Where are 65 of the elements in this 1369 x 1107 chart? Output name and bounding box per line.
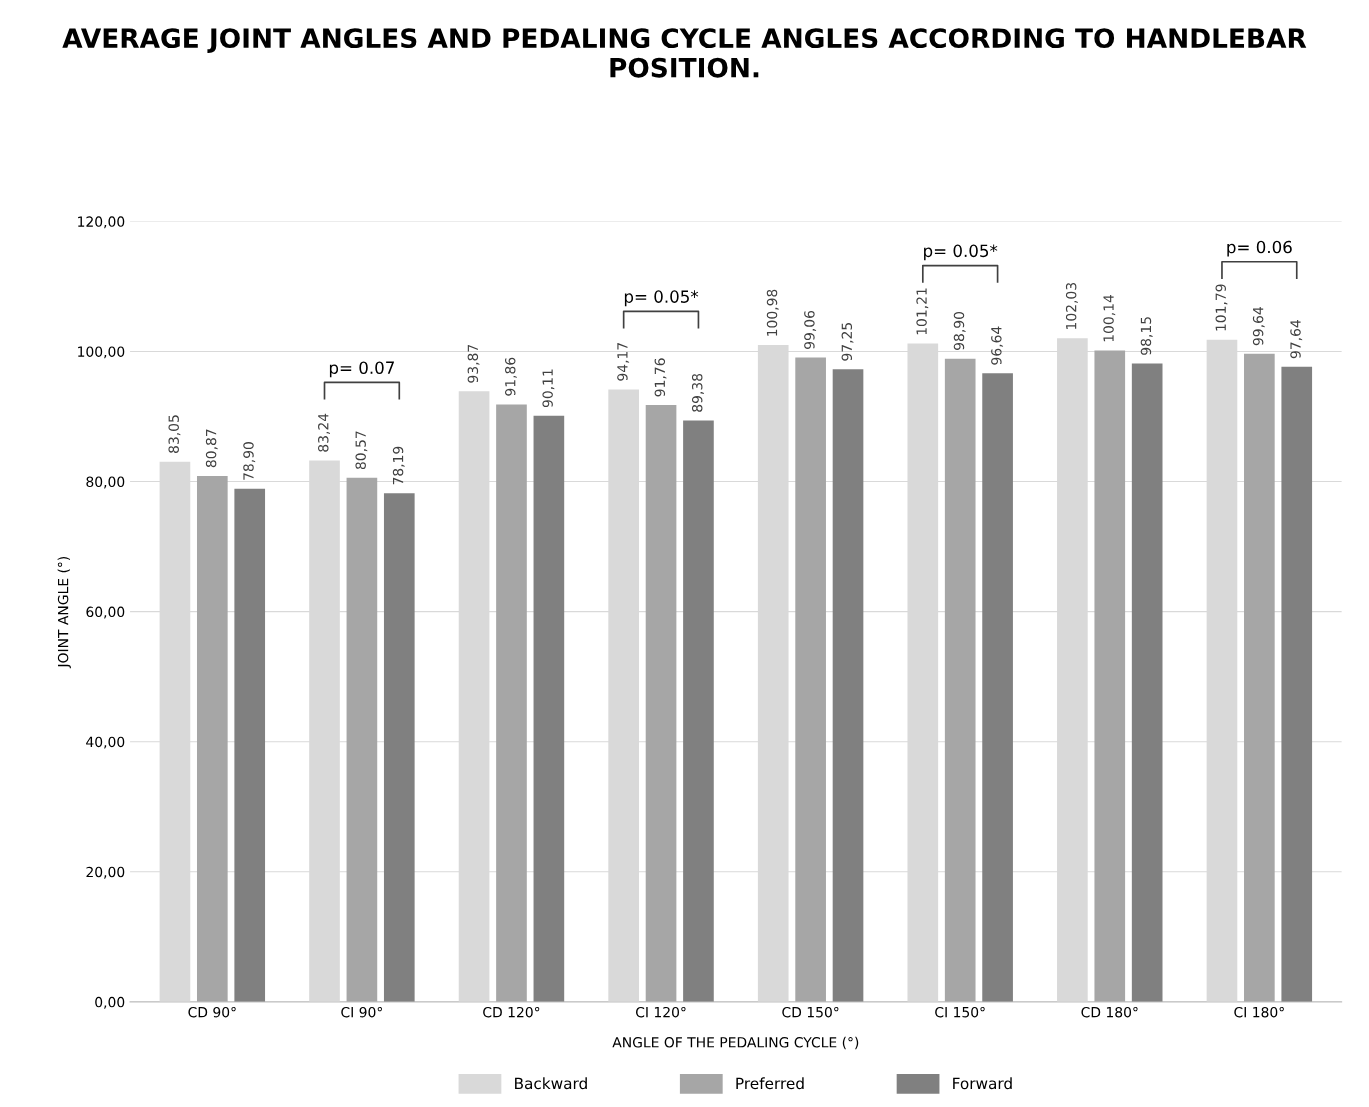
annotation: p= 0.07 bbox=[329, 361, 394, 378]
x-tick-label: CD 150° bbox=[782, 1006, 839, 1018]
data-label: 91,76 bbox=[654, 358, 667, 397]
bar bbox=[533, 415, 565, 1002]
bar bbox=[496, 404, 527, 1002]
data-label: 80,57 bbox=[355, 431, 368, 470]
bar bbox=[982, 373, 1013, 1002]
x-tick-label: CD 180° bbox=[1081, 1006, 1138, 1018]
data-label: 101,21 bbox=[916, 288, 929, 335]
y-tick-label: 20,00 bbox=[86, 866, 125, 879]
annotation: p= 0.05* bbox=[924, 244, 998, 261]
x-tick-label: CI 90° bbox=[341, 1006, 382, 1018]
data-label: 80,87 bbox=[205, 429, 218, 468]
data-label: 78,19 bbox=[392, 446, 405, 485]
bar bbox=[1244, 353, 1275, 1002]
chart-title: AVERAGE JOINT ANGLES AND PEDALING CYCLE ANGLES ACCORDING TO HANDLEBAR POSITION. bbox=[62, 28, 1307, 78]
x-tick-label: CI 120° bbox=[636, 1006, 686, 1018]
data-label: 98,15 bbox=[1140, 317, 1153, 355]
bar bbox=[1094, 350, 1126, 1002]
bar bbox=[795, 357, 826, 1002]
y-tick-label: 60,00 bbox=[86, 606, 125, 619]
bar bbox=[1281, 366, 1313, 1002]
legend-label: Backward bbox=[515, 1077, 587, 1090]
bar bbox=[196, 475, 228, 1002]
y-tick-label: 100,00 bbox=[78, 346, 125, 359]
legend-label: Preferred bbox=[736, 1077, 804, 1090]
x-tick-label: CD 120° bbox=[483, 1006, 540, 1018]
bar bbox=[683, 420, 714, 1002]
data-label: 99,64 bbox=[1252, 307, 1265, 346]
data-label: 102,03 bbox=[1065, 282, 1078, 329]
y-tick-label: 120,00 bbox=[78, 216, 125, 229]
x-tick-label: CI 150° bbox=[935, 1006, 985, 1018]
bar bbox=[346, 477, 378, 1002]
data-label: 94,17 bbox=[617, 343, 630, 381]
bar bbox=[944, 358, 976, 1002]
data-label: 100,98 bbox=[766, 289, 779, 336]
data-label: 83,24 bbox=[318, 413, 330, 452]
bar bbox=[1131, 363, 1163, 1002]
x-tick-label: CI 180° bbox=[1234, 1006, 1284, 1018]
y-tick-label: 0,00 bbox=[95, 996, 125, 1009]
data-label: 97,25 bbox=[841, 323, 854, 361]
data-label: 99,06 bbox=[804, 310, 817, 349]
bar bbox=[383, 493, 415, 1002]
bar bbox=[832, 369, 864, 1002]
data-label: 98,90 bbox=[953, 311, 966, 350]
bar bbox=[234, 488, 266, 1002]
x-tick-label: CD 90° bbox=[188, 1006, 236, 1018]
y-tick-label: 40,00 bbox=[86, 736, 125, 749]
data-label: 89,38 bbox=[691, 373, 704, 412]
data-label: 90,11 bbox=[542, 369, 555, 408]
data-label: 96,64 bbox=[991, 326, 1004, 365]
data-label: 93,87 bbox=[467, 344, 480, 383]
x-axis-title: ANGLE OF THE PEDALING CYCLE (°) bbox=[612, 1036, 859, 1050]
annotation: p= 0.05* bbox=[624, 290, 699, 307]
data-label: 101,79 bbox=[1215, 284, 1228, 331]
bar bbox=[645, 405, 677, 1002]
annotation: p= 0.06 bbox=[1227, 240, 1292, 257]
data-label: 83,05 bbox=[168, 415, 181, 453]
y-tick-label: 80,00 bbox=[86, 476, 125, 489]
legend-label: Forward bbox=[953, 1077, 1012, 1090]
data-label: 78,90 bbox=[243, 442, 256, 480]
data-label: 97,64 bbox=[1290, 320, 1303, 359]
data-label: 100,14 bbox=[1103, 294, 1116, 342]
y-axis-title: JOINT ANGLE (°) bbox=[57, 556, 71, 669]
data-label: 91,86 bbox=[505, 357, 517, 396]
